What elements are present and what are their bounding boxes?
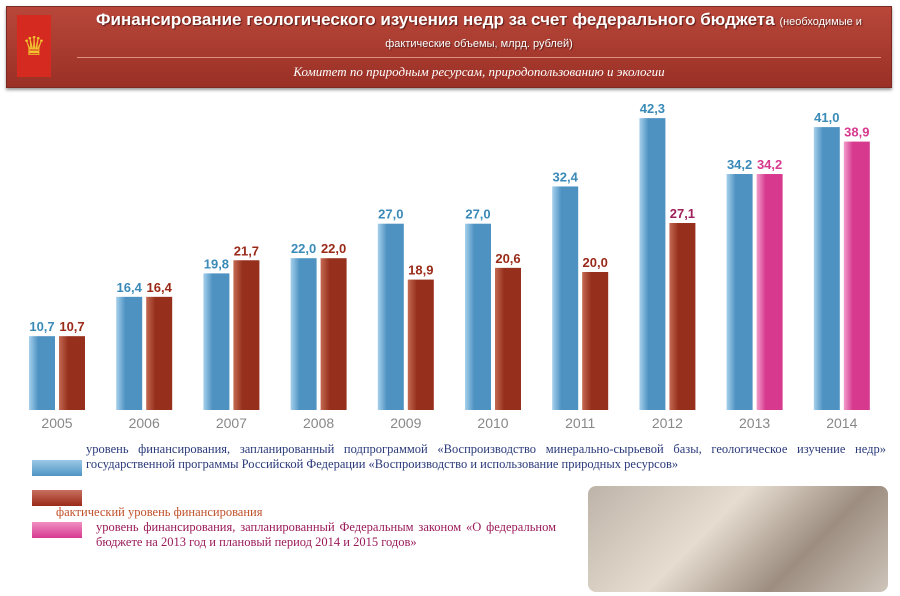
legend-swatch-federal-law: [32, 522, 82, 538]
page-title: Финансирование геологического изучения н…: [77, 10, 881, 54]
bar-planned-2007: [203, 273, 230, 410]
data-label-actual: 10,7: [59, 319, 84, 334]
data-label-actual: 20,6: [495, 251, 520, 266]
x-tick-label: 2006: [129, 415, 160, 431]
data-label-actual: 22,0: [321, 241, 346, 256]
bar-planned-2008: [290, 258, 317, 410]
bar-actual-2007: [233, 260, 260, 410]
x-tick-label: 2005: [41, 415, 72, 431]
data-label-actual: 18,9: [408, 263, 433, 278]
title-main: Финансирование геологического изучения н…: [96, 10, 775, 29]
x-tick-label: 2011: [565, 415, 595, 431]
x-tick-label: 2008: [303, 415, 334, 431]
data-label-planned: 22,0: [291, 241, 316, 256]
data-label-federal_law: 34,2: [757, 157, 782, 172]
x-tick-label: 2010: [477, 415, 508, 431]
bar-actual-2005: [59, 336, 85, 410]
bar-federal_law-2013: [756, 174, 783, 410]
data-label-planned: 27,0: [378, 207, 403, 222]
bar-planned-2011: [552, 186, 579, 410]
legend-planned: уровень финансирования, запланированный …: [86, 442, 886, 471]
x-tick-label: 2009: [390, 415, 421, 431]
data-label-actual: 20,0: [583, 255, 608, 270]
header-banner: ♛ Финансирование геологического изучения…: [6, 6, 892, 88]
bar-actual-2011: [582, 272, 609, 410]
bar-actual-2009: [407, 279, 434, 410]
x-tick-label: 2014: [826, 415, 857, 431]
coat-of-arms-icon: ♛: [17, 15, 51, 77]
legend-federal-law: уровень финансирования, запланированный …: [96, 520, 556, 549]
data-label-planned: 32,4: [553, 169, 579, 184]
bar-planned-2005: [29, 336, 55, 410]
data-label-planned: 41,0: [814, 110, 839, 125]
bar-actual-2006: [146, 296, 173, 410]
data-label-planned: 42,3: [640, 101, 665, 116]
bar-actual-2008: [320, 258, 347, 410]
data-label-federal_law: 38,9: [844, 125, 869, 140]
committee-name: Комитет по природным ресурсам, природопо…: [293, 64, 665, 79]
data-label-planned: 34,2: [727, 157, 752, 172]
data-label-actual: 21,7: [234, 243, 259, 258]
legend-swatch-actual: [32, 490, 82, 506]
bar-actual-2010: [495, 267, 521, 410]
bar-planned-2013: [726, 174, 753, 410]
bar-federal_law-2014: [843, 141, 870, 410]
legend-swatch-planned: [32, 460, 82, 476]
bar-planned-2006: [116, 296, 143, 410]
bar-planned-2009: [377, 223, 404, 410]
x-tick-label: 2012: [652, 415, 683, 431]
legend-actual: фактический уровень финансирования: [56, 505, 263, 519]
x-tick-label: 2007: [216, 415, 247, 431]
data-label-planned: 19,8: [204, 256, 229, 271]
title-sub: (необходимые и фактические объемы, млрд.…: [385, 16, 862, 50]
data-label-actual: 16,4: [147, 280, 173, 295]
bar-planned-2012: [639, 118, 666, 410]
bar-planned-2014: [813, 127, 840, 410]
data-label-planned: 16,4: [117, 280, 143, 295]
x-tick-label: 2013: [739, 415, 770, 431]
banknotes-photo: [588, 486, 888, 592]
data-label-planned: 10,7: [29, 319, 54, 334]
data-label-actual: 27,1: [670, 206, 695, 221]
bar-planned-2010: [465, 223, 491, 410]
divider: [77, 57, 881, 58]
data-label-planned: 27,0: [465, 207, 490, 222]
bar-actual-2012: [669, 223, 696, 410]
